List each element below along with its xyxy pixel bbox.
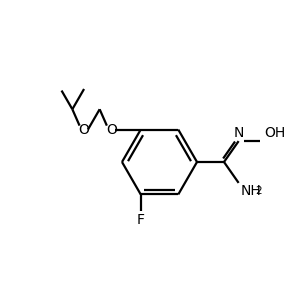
Text: N: N <box>234 126 244 140</box>
Text: F: F <box>137 213 145 227</box>
Text: O: O <box>106 122 117 137</box>
Text: NH: NH <box>240 184 261 198</box>
Text: O: O <box>79 122 89 137</box>
Text: OH: OH <box>264 126 285 140</box>
Text: 2: 2 <box>255 186 262 196</box>
